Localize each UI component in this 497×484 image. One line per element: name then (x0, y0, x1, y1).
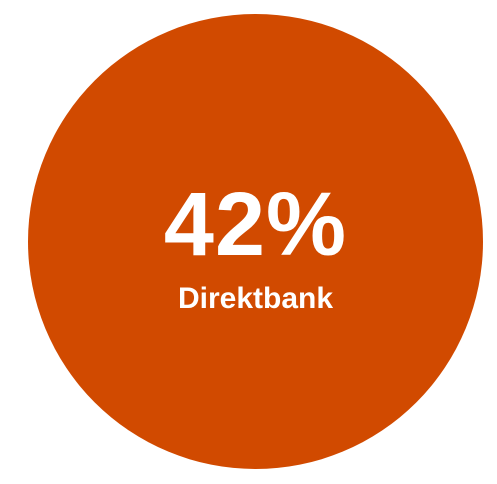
data-label-group: 42% Direktbank (28, 14, 483, 469)
pie-slice-direktbank (28, 14, 483, 469)
data-label-category: Direktbank (177, 281, 334, 315)
data-label-value: 42% (163, 174, 348, 275)
